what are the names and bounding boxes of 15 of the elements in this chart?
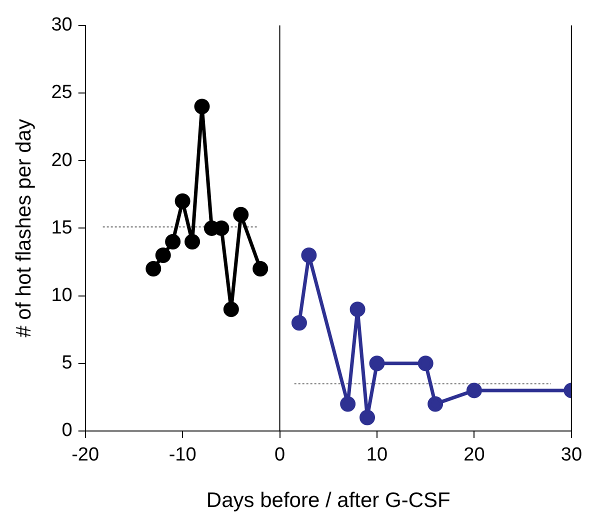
x-tick-label: 20: [464, 444, 485, 466]
y-tick-label: 25: [51, 82, 72, 104]
y-tick-label: 30: [51, 14, 72, 36]
x-tick-label: -10: [168, 444, 196, 466]
y-tick-label: 5: [62, 352, 72, 374]
x-tick-label: 30: [560, 444, 582, 466]
y-axis-title: # of hot flashes per day: [12, 118, 36, 338]
y-tick-label: 15: [51, 217, 72, 238]
y-tick-label: 10: [51, 285, 72, 306]
x-tick-label: 10: [366, 444, 388, 466]
x-tick-label: -20: [72, 444, 100, 466]
y-tick-label: 20: [51, 150, 72, 171]
x-axis-title: Days before / after G-CSF: [206, 489, 450, 512]
x-tick-label: 0: [274, 444, 286, 466]
y-tick-label: 0: [62, 420, 72, 442]
